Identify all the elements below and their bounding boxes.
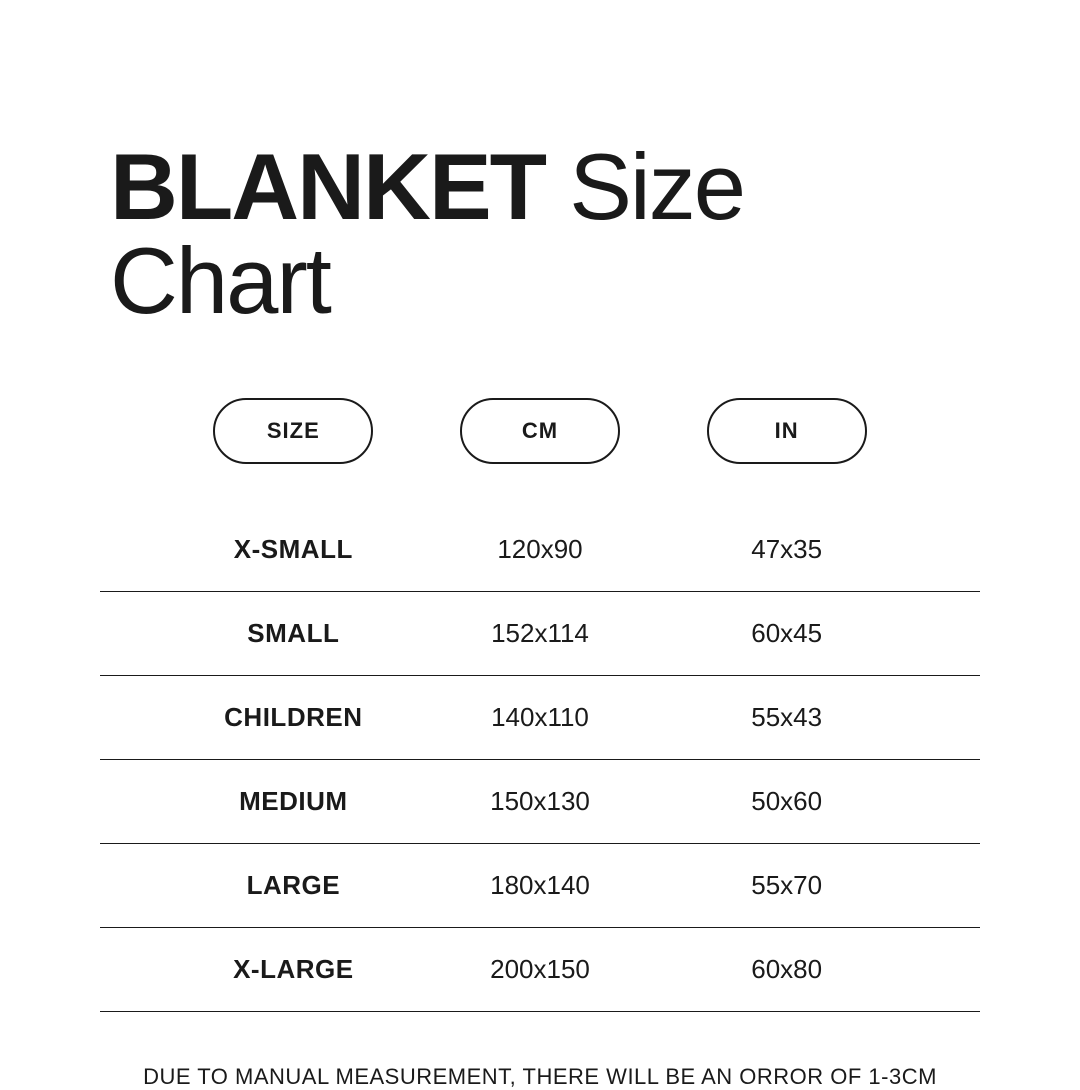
in-cell: 50x60 [663, 786, 910, 817]
in-cell: 55x43 [663, 702, 910, 733]
size-chart-table: SIZE CM IN X-SMALL 120x90 47x35 SMALL 15… [100, 398, 980, 1012]
in-cell: 47x35 [663, 534, 910, 565]
size-cell: MEDIUM [170, 786, 417, 817]
table-row: CHILDREN 140x110 55x43 [100, 676, 980, 760]
cm-cell: 150x130 [417, 786, 664, 817]
size-cell: SMALL [170, 618, 417, 649]
in-cell: 60x45 [663, 618, 910, 649]
column-header-in: IN [707, 398, 867, 464]
table-row: MEDIUM 150x130 50x60 [100, 760, 980, 844]
table-row: X-LARGE 200x150 60x80 [100, 928, 980, 1012]
page-title: BLANKET Size Chart [110, 140, 980, 328]
cm-cell: 120x90 [417, 534, 664, 565]
size-cell: X-LARGE [170, 954, 417, 985]
table-row: X-SMALL 120x90 47x35 [100, 508, 980, 592]
table-row: SMALL 152x114 60x45 [100, 592, 980, 676]
table-header-row: SIZE CM IN [100, 398, 980, 464]
size-cell: LARGE [170, 870, 417, 901]
title-bold: BLANKET [110, 134, 545, 239]
column-header-size: SIZE [213, 398, 373, 464]
in-cell: 60x80 [663, 954, 910, 985]
cm-cell: 200x150 [417, 954, 664, 985]
cm-cell: 180x140 [417, 870, 664, 901]
size-cell: CHILDREN [170, 702, 417, 733]
cm-cell: 152x114 [417, 618, 664, 649]
in-cell: 55x70 [663, 870, 910, 901]
size-cell: X-SMALL [170, 534, 417, 565]
cm-cell: 140x110 [417, 702, 664, 733]
table-row: LARGE 180x140 55x70 [100, 844, 980, 928]
column-header-cm: CM [460, 398, 620, 464]
footnote: DUE TO MANUAL MEASUREMENT, THERE WILL BE… [100, 1064, 980, 1090]
